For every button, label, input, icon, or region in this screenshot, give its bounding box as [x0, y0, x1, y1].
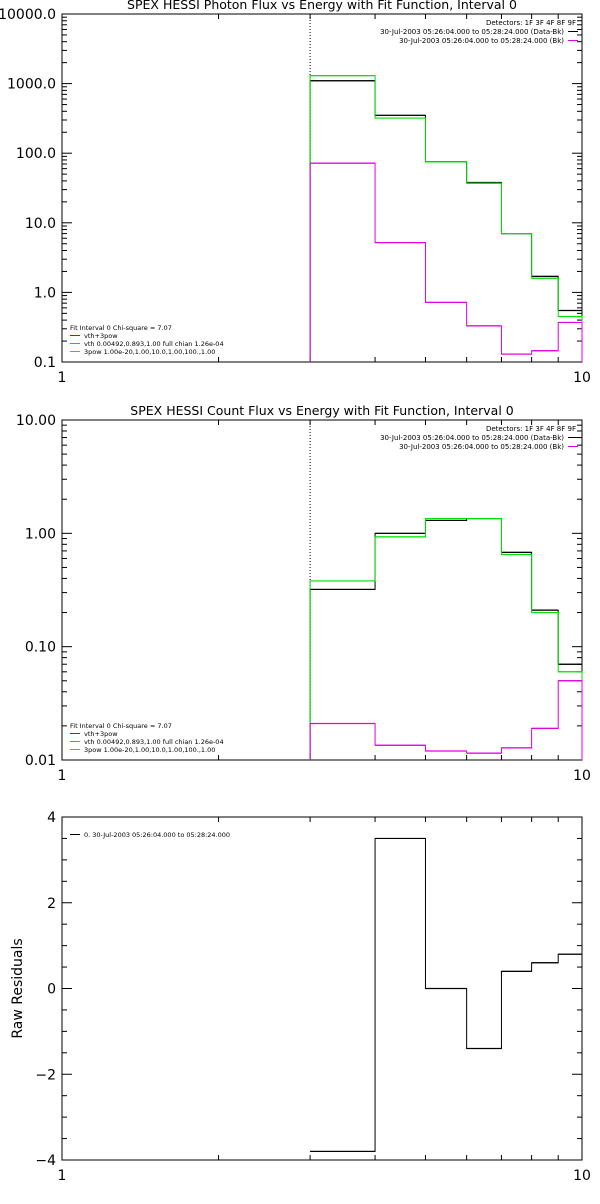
y-tick-label: 1.0 — [34, 285, 56, 301]
x-tick-label: 10 — [573, 1168, 591, 1184]
y-tick-label: 0.1 — [34, 355, 56, 371]
x-tick-label: 1 — [58, 1168, 67, 1184]
legend-entry: 0. 30-Jul-2003 05:26:04.000 to 05:28:24.… — [84, 831, 230, 839]
series-black — [310, 837, 582, 1153]
series-green-line — [309, 518, 583, 760]
legend-legend_bottom — [70, 733, 80, 750]
legend-entry: vth+3pow — [84, 730, 118, 738]
series-green — [309, 75, 583, 362]
legend-entry: 30-Jul-2003 05:26:04.000 to 05:28:24.000… — [380, 28, 564, 36]
legend-entry: 30-Jul-2003 05:26:04.000 to 05:28:24.000… — [399, 443, 564, 451]
legend-entry: vth 0.00492,0.893,1.00 full chian 1.26e-… — [84, 340, 224, 348]
series-black — [309, 80, 583, 362]
series-black-line — [309, 80, 583, 362]
series-green — [309, 517, 583, 760]
legend-entry: 30-Jul-2003 05:26:04.000 to 05:28:24.000… — [380, 434, 564, 442]
legend-entry: Fit Interval 0 Chi-square = 7.07 — [70, 324, 172, 332]
x-tick-label: 10 — [573, 768, 591, 784]
legend-legend_top — [568, 437, 578, 447]
plot-frame — [61, 13, 583, 363]
series-magenta — [309, 680, 583, 760]
series-black-line — [310, 837, 582, 1152]
y-tick-label: 0.10 — [25, 640, 56, 656]
chart-panel-2 — [61, 419, 583, 761]
plot-frame — [61, 419, 583, 761]
legend-entry: Fit Interval 0 Chi-square = 7.07 — [70, 722, 172, 730]
y-tick-label: −2 — [35, 1067, 56, 1083]
x-tick-label: 10 — [573, 370, 591, 386]
chart-title: SPEX HESSI Photon Flux vs Energy with Fi… — [127, 0, 517, 12]
y-tick-label: 10000.0 — [0, 7, 56, 23]
legend-entry: Detectors: 1F 3F 4F 8F 9F — [486, 19, 576, 27]
legend-entry: 3pow 1.00e-20,1.00,10.0,1.00,100.,1.00 — [84, 746, 215, 754]
y-tick-label: 10.0 — [25, 216, 56, 232]
y-tick-label: 2 — [47, 896, 56, 912]
y-tick-label: 0.01 — [25, 753, 56, 769]
series-magenta — [309, 162, 583, 362]
legend-entry: vth+3pow — [84, 332, 118, 340]
series-magenta-line — [309, 680, 583, 760]
x-tick-label: 1 — [58, 768, 67, 784]
x-tick-label: 1 — [58, 370, 67, 386]
chart-title: SPEX HESSI Count Flux vs Energy with Fit… — [130, 403, 513, 418]
legend-legend_bottom — [70, 335, 80, 352]
y-axis-label: Raw Residuals — [10, 938, 26, 1038]
series-magenta-line — [309, 162, 583, 362]
y-tick-label: 4 — [47, 810, 56, 826]
chart-panel-1 — [61, 13, 583, 363]
legend-entry: Detectors: 1F 3F 4F 8F 9F — [486, 425, 576, 433]
chart-panel-3 — [61, 816, 583, 1161]
y-tick-label: 1000.0 — [7, 77, 56, 93]
y-tick-label: −4 — [35, 1153, 56, 1169]
series-green-line — [309, 75, 583, 362]
y-tick-label: 100.0 — [16, 146, 56, 162]
plot-frame — [61, 816, 583, 1161]
legend-entry: 30-Jul-2003 05:26:04.000 to 05:28:24.000… — [399, 37, 564, 45]
legend-entry: vth 0.00492,0.893,1.00 full chian 1.26e-… — [84, 738, 224, 746]
y-tick-label: 0 — [47, 982, 56, 998]
legend-entry: 3pow 1.00e-20,1.00,10.0,1.00,100.,1.00 — [84, 348, 215, 356]
y-tick-label: 1.00 — [25, 526, 56, 542]
legend-legend_top — [568, 31, 578, 41]
y-tick-label: 10.00 — [16, 413, 56, 429]
